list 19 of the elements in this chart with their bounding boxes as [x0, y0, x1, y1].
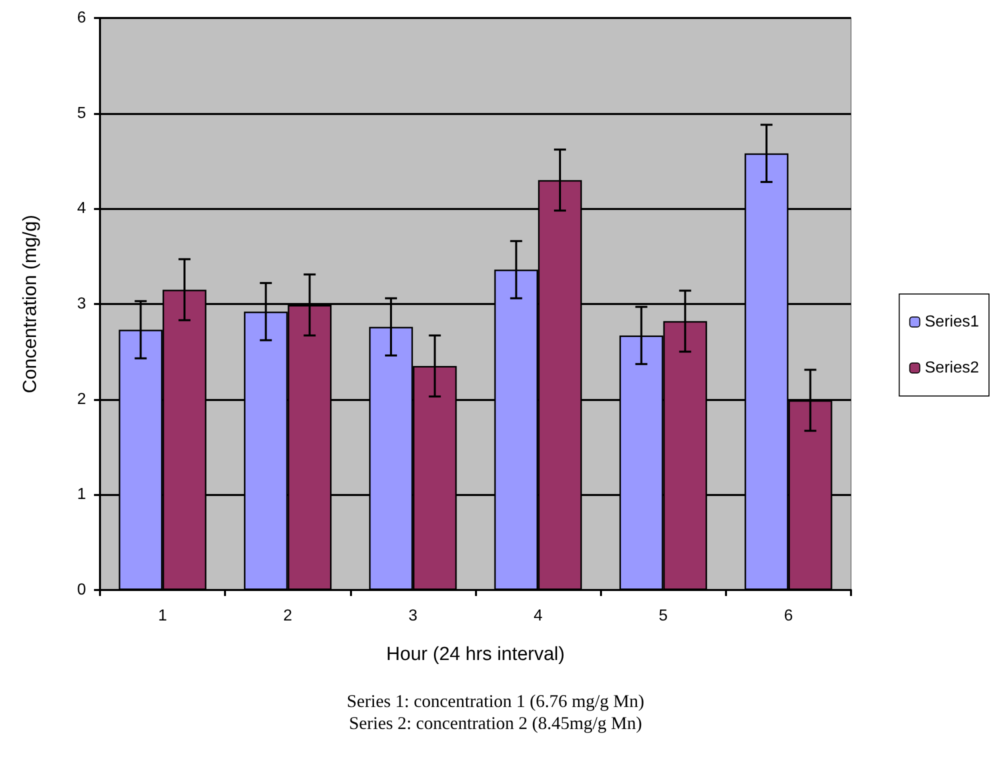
y-tick-label: 4 [77, 200, 86, 218]
y-tick-label: 0 [77, 582, 86, 598]
legend-label: Series2 [924, 360, 980, 376]
y-tick-label: 3 [77, 296, 86, 312]
x-tick-label: 5 [658, 608, 668, 624]
x-tick-label: 6 [784, 608, 793, 624]
legend-label: Series1 [924, 314, 980, 330]
text: Series 2: concentration 2 (8.45mg/g Mn) [348, 712, 643, 734]
y-axis-title: Concentration (mg/g) [20, 214, 41, 394]
x-axis-title: Hour (24 hrs interval) [386, 644, 565, 665]
x-tick-label: 1 [158, 608, 168, 624]
y-tick-label: 1 [77, 486, 86, 504]
y-tick-label: 5 [77, 104, 86, 122]
text: Series 1: concentration 1 (6.76 mg/g Mn) [346, 690, 646, 712]
y-tick-label: 2 [77, 390, 86, 408]
x-tick-label: 3 [408, 608, 418, 624]
x-tick-label: 2 [283, 608, 292, 624]
y-tick-label: 6 [77, 10, 86, 26]
x-tick-label: 4 [534, 608, 543, 624]
